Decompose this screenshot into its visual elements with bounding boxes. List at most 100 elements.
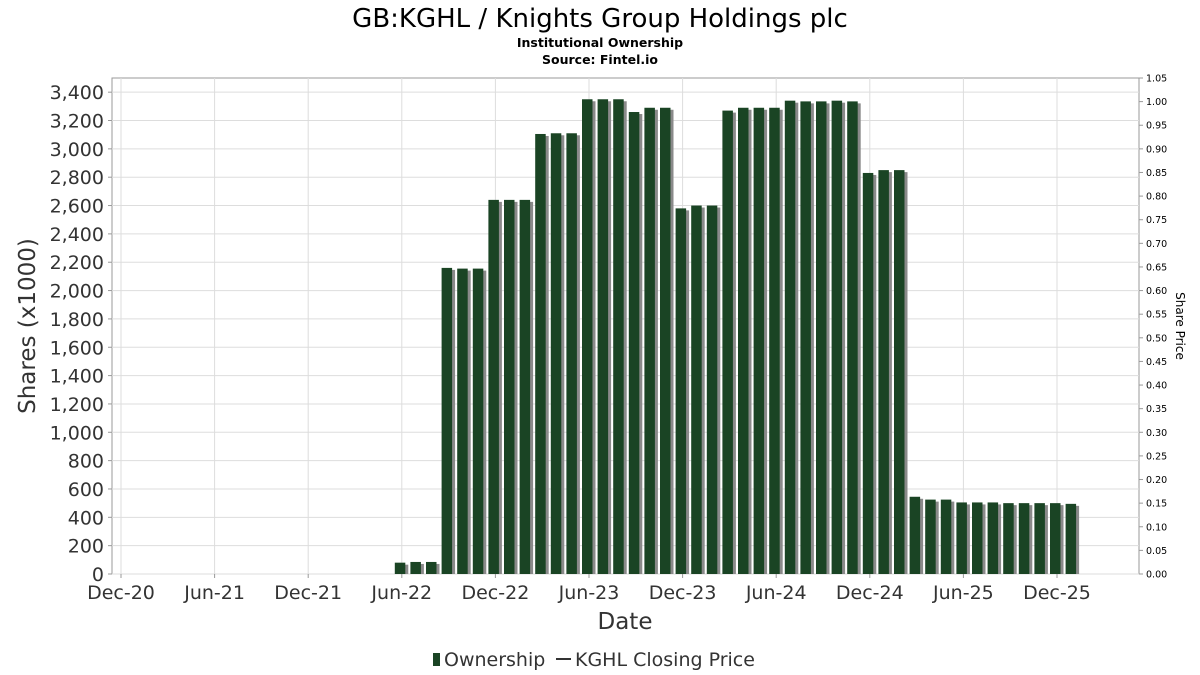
- x-tick-label: Dec-24: [836, 582, 904, 604]
- y2-tick-label: 1.05: [1146, 74, 1167, 85]
- y-tick-label: 2,600: [50, 196, 104, 218]
- y2-tick-label: 0.10: [1146, 522, 1167, 533]
- y-tick-label: 2,000: [50, 281, 104, 303]
- x-tick-label: Dec-20: [87, 582, 155, 604]
- ownership-bar: [722, 110, 733, 574]
- y-tick-label: 1,800: [50, 309, 104, 331]
- ownership-bar: [410, 561, 421, 574]
- ownership-bar: [550, 133, 562, 575]
- ownership-bar: [847, 101, 858, 574]
- chart-source: Source: Fintel.io: [542, 52, 658, 67]
- ownership-bar: [784, 100, 796, 574]
- y2-tick-label: 0.70: [1146, 239, 1167, 250]
- ownership-bar: [441, 267, 453, 574]
- y2-tick-label: 0.40: [1146, 381, 1167, 392]
- ownership-bar: [831, 100, 843, 574]
- ownership-bar: [769, 107, 780, 574]
- x-tick-label: Dec-23: [649, 582, 717, 604]
- y2-tick-label: 0.55: [1146, 310, 1167, 321]
- y2-tick-label: 0.05: [1146, 546, 1167, 557]
- legend-price-label: KGHL Closing Price: [575, 649, 755, 671]
- y-tick-label: 200: [68, 536, 104, 558]
- y-tick-label: 0: [92, 564, 104, 586]
- ownership-bar: [535, 133, 546, 574]
- ownership-bar: [394, 562, 406, 574]
- axes: 0 200 400 600 800 1,000 1,200 1,400 1,600 1,800 2,…: [50, 74, 1168, 605]
- ownership-bar: [956, 502, 967, 574]
- ownership-bar: [691, 205, 702, 575]
- y2-tick-label: 0.00: [1146, 570, 1167, 581]
- y-tick-label: 1,600: [50, 337, 104, 359]
- y-tick-label: 2,400: [50, 224, 104, 246]
- ownership-bar: [628, 112, 640, 575]
- y-tick-label: 400: [68, 507, 104, 529]
- ownership-bar: [566, 133, 577, 575]
- y2-tick-label: 0.85: [1146, 168, 1167, 179]
- y2-tick-label: 0.30: [1146, 428, 1167, 439]
- y2-tick-label: 0.25: [1146, 451, 1167, 462]
- ownership-bar: [660, 107, 671, 574]
- y2-tick-label: 0.65: [1146, 262, 1167, 273]
- y2-tick-label: 0.15: [1146, 499, 1167, 510]
- ownership-bar: [940, 499, 952, 574]
- ownership-bar: [909, 496, 921, 574]
- ownership-bar: [738, 107, 749, 574]
- ownership-bar: [972, 502, 983, 574]
- ownership-bar: [472, 268, 484, 574]
- legend-ownership-swatch: [433, 653, 440, 666]
- ownership-bar: [816, 101, 827, 574]
- ownership-bar: [1018, 503, 1030, 574]
- ownership-bar: [504, 199, 515, 575]
- ownership-bar: [878, 170, 889, 574]
- y2-tick-label: 0.90: [1146, 144, 1167, 155]
- y-axis-title: Shares (x1000): [15, 238, 41, 414]
- ownership-bar: [706, 205, 718, 575]
- y2-tick-label: 0.80: [1146, 192, 1167, 203]
- ownership-bar: [1034, 503, 1045, 574]
- y-tick-label: 600: [68, 479, 104, 501]
- ownership-bar: [1003, 503, 1014, 574]
- ownership-bar: [426, 561, 437, 574]
- x-tick-label: Jun-22: [370, 582, 432, 604]
- y-tick-label: 3,000: [50, 139, 104, 161]
- y2-tick-label: 1.00: [1146, 97, 1167, 108]
- ownership-bar: [925, 499, 936, 574]
- x-tick-label: Jun-23: [558, 582, 620, 604]
- y2-tick-label: 0.50: [1146, 333, 1167, 344]
- y-tick-label: 2,800: [50, 167, 104, 189]
- x-tick-label: Jun-24: [745, 582, 807, 604]
- y2-tick-label: 0.35: [1146, 404, 1167, 415]
- ownership-bar: [457, 268, 468, 574]
- y-tick-label: 2,200: [50, 252, 104, 274]
- ownership-bar: [987, 502, 999, 574]
- legend: Ownership KGHL Closing Price: [433, 649, 755, 671]
- legend-ownership-label: Ownership: [444, 649, 545, 671]
- ownership-bar: [1065, 503, 1077, 574]
- chart-title: GB:KGHL / Knights Group Holdings plc: [352, 4, 848, 34]
- y-tick-label: 1,200: [50, 394, 104, 416]
- ownership-bars: [394, 99, 1080, 575]
- y2-tick-label: 0.20: [1146, 475, 1167, 486]
- ownership-bar: [519, 199, 531, 575]
- y-tick-label: 1,000: [50, 422, 104, 444]
- y2-tick-label: 0.45: [1146, 357, 1167, 368]
- x-axis-title: Date: [598, 609, 653, 635]
- ownership-bar: [894, 170, 905, 574]
- y-tick-label: 3,200: [50, 111, 104, 133]
- y2-axis-title: Share Price: [1173, 292, 1187, 360]
- y-tick-label: 800: [68, 451, 104, 473]
- ownership-bar: [862, 172, 874, 574]
- ownership-bar: [800, 101, 811, 574]
- y-tick-label: 3,400: [50, 82, 104, 104]
- y-tick-label: 1,400: [50, 366, 104, 388]
- x-tick-label: Jun-25: [932, 582, 994, 604]
- x-tick-label: Dec-21: [274, 582, 342, 604]
- y2-tick-label: 0.95: [1146, 121, 1167, 132]
- ownership-bar: [613, 99, 624, 574]
- ownership-bar: [1050, 503, 1061, 574]
- x-tick-label: Jun-21: [183, 582, 245, 604]
- y2-tick-label: 0.60: [1146, 286, 1167, 297]
- ownership-bar: [488, 199, 499, 575]
- ownership-bar: [675, 208, 687, 574]
- chart-subtitle: Institutional Ownership: [517, 35, 683, 50]
